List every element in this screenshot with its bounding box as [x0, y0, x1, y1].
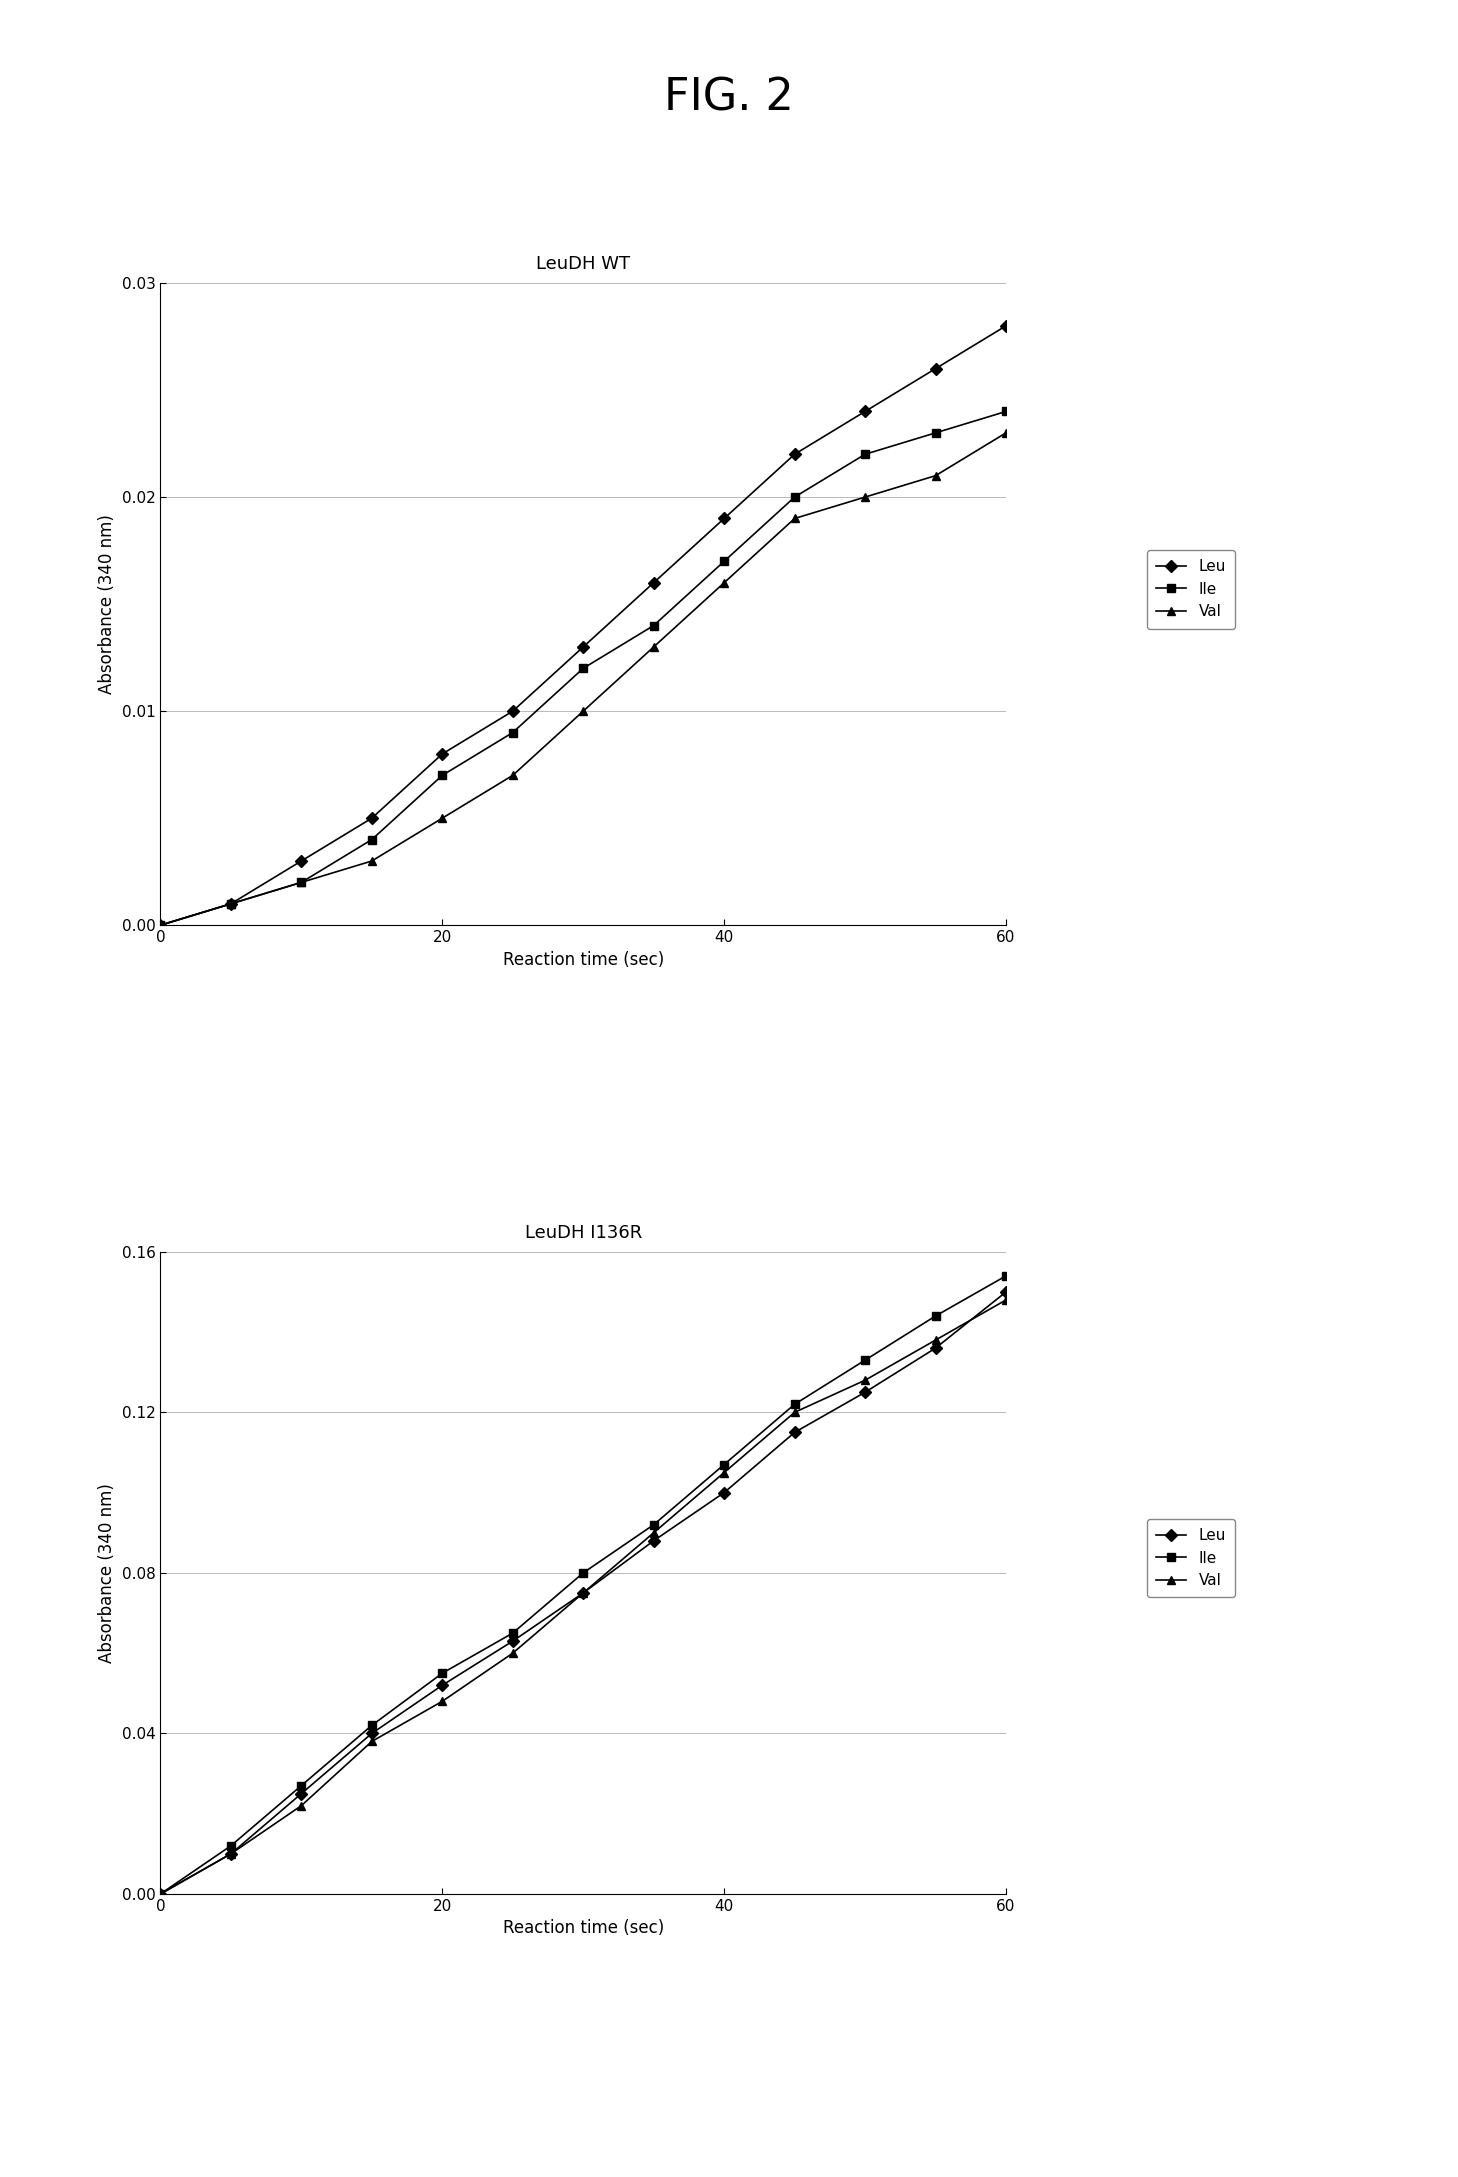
- Ile: [152, 1881, 169, 1907]
- Ile: [293, 869, 311, 895]
- Line: Ile: Ile: [156, 1271, 1010, 1898]
- Ile: [716, 549, 733, 575]
- Text: FIG. 2: FIG. 2: [663, 76, 795, 120]
- Leu: [716, 505, 733, 531]
- Leu: [786, 442, 803, 468]
- Val: [152, 1881, 169, 1907]
- Ile: [997, 1263, 1015, 1289]
- Val: [997, 420, 1015, 446]
- Ile: [997, 398, 1015, 425]
- Ile: [927, 1302, 945, 1328]
- Ile: [927, 420, 945, 446]
- Ile: [644, 1511, 662, 1537]
- Ile: [786, 483, 803, 509]
- Val: [927, 1328, 945, 1354]
- Line: Leu: Leu: [156, 1289, 1010, 1898]
- Leu: [504, 699, 522, 725]
- Ile: [856, 1348, 873, 1374]
- Val: [574, 699, 592, 725]
- Leu: [927, 1335, 945, 1361]
- Title: LeuDH WT: LeuDH WT: [537, 255, 630, 272]
- Val: [152, 912, 169, 938]
- Line: Ile: Ile: [156, 407, 1010, 930]
- Title: LeuDH I136R: LeuDH I136R: [525, 1223, 642, 1241]
- Val: [504, 762, 522, 788]
- Leu: [363, 1720, 381, 1746]
- Val: [786, 505, 803, 531]
- X-axis label: Reaction time (sec): Reaction time (sec): [503, 1920, 663, 1938]
- Leu: [293, 1781, 311, 1807]
- Ile: [504, 1620, 522, 1646]
- Val: [222, 1842, 239, 1868]
- Ile: [716, 1452, 733, 1478]
- Leu: [786, 1419, 803, 1446]
- Val: [574, 1581, 592, 1607]
- Ile: [574, 655, 592, 681]
- Val: [716, 1459, 733, 1485]
- Val: [644, 1520, 662, 1546]
- Leu: [433, 740, 451, 766]
- Leu: [997, 313, 1015, 340]
- Val: [433, 805, 451, 832]
- Val: [716, 570, 733, 596]
- Val: [433, 1689, 451, 1715]
- Ile: [293, 1772, 311, 1798]
- Leu: [856, 1380, 873, 1406]
- Y-axis label: Absorbance (340 nm): Absorbance (340 nm): [98, 514, 117, 694]
- Val: [504, 1639, 522, 1665]
- Ile: [856, 442, 873, 468]
- Legend: Leu, Ile, Val: Leu, Ile, Val: [1146, 1520, 1235, 1598]
- Leu: [716, 1480, 733, 1506]
- Leu: [293, 849, 311, 875]
- Leu: [997, 1278, 1015, 1304]
- Val: [644, 634, 662, 660]
- Leu: [856, 398, 873, 425]
- Leu: [927, 355, 945, 381]
- Leu: [152, 1881, 169, 1907]
- Val: [856, 1367, 873, 1393]
- Val: [363, 1729, 381, 1755]
- Val: [786, 1400, 803, 1426]
- Line: Val: Val: [156, 1295, 1010, 1898]
- Leu: [574, 1581, 592, 1607]
- Ile: [363, 827, 381, 853]
- Val: [293, 1792, 311, 1818]
- Val: [222, 890, 239, 917]
- Val: [927, 464, 945, 490]
- Ile: [222, 890, 239, 917]
- Leu: [644, 570, 662, 596]
- Leu: [152, 912, 169, 938]
- Ile: [152, 912, 169, 938]
- Val: [363, 849, 381, 875]
- Leu: [574, 634, 592, 660]
- Leu: [222, 1842, 239, 1868]
- Leu: [363, 805, 381, 832]
- Val: [856, 483, 873, 509]
- Ile: [574, 1559, 592, 1585]
- Ile: [644, 612, 662, 638]
- Line: Leu: Leu: [156, 322, 1010, 930]
- Ile: [363, 1713, 381, 1739]
- Leu: [504, 1628, 522, 1655]
- Line: Val: Val: [156, 429, 1010, 930]
- Val: [997, 1287, 1015, 1313]
- Ile: [504, 718, 522, 745]
- Leu: [644, 1528, 662, 1554]
- Val: [293, 869, 311, 895]
- Leu: [433, 1672, 451, 1698]
- Ile: [433, 1661, 451, 1687]
- Legend: Leu, Ile, Val: Leu, Ile, Val: [1146, 551, 1235, 629]
- Leu: [222, 890, 239, 917]
- Ile: [786, 1391, 803, 1417]
- Ile: [433, 762, 451, 788]
- Ile: [222, 1833, 239, 1859]
- X-axis label: Reaction time (sec): Reaction time (sec): [503, 951, 663, 969]
- Y-axis label: Absorbance (340 nm): Absorbance (340 nm): [98, 1483, 117, 1663]
